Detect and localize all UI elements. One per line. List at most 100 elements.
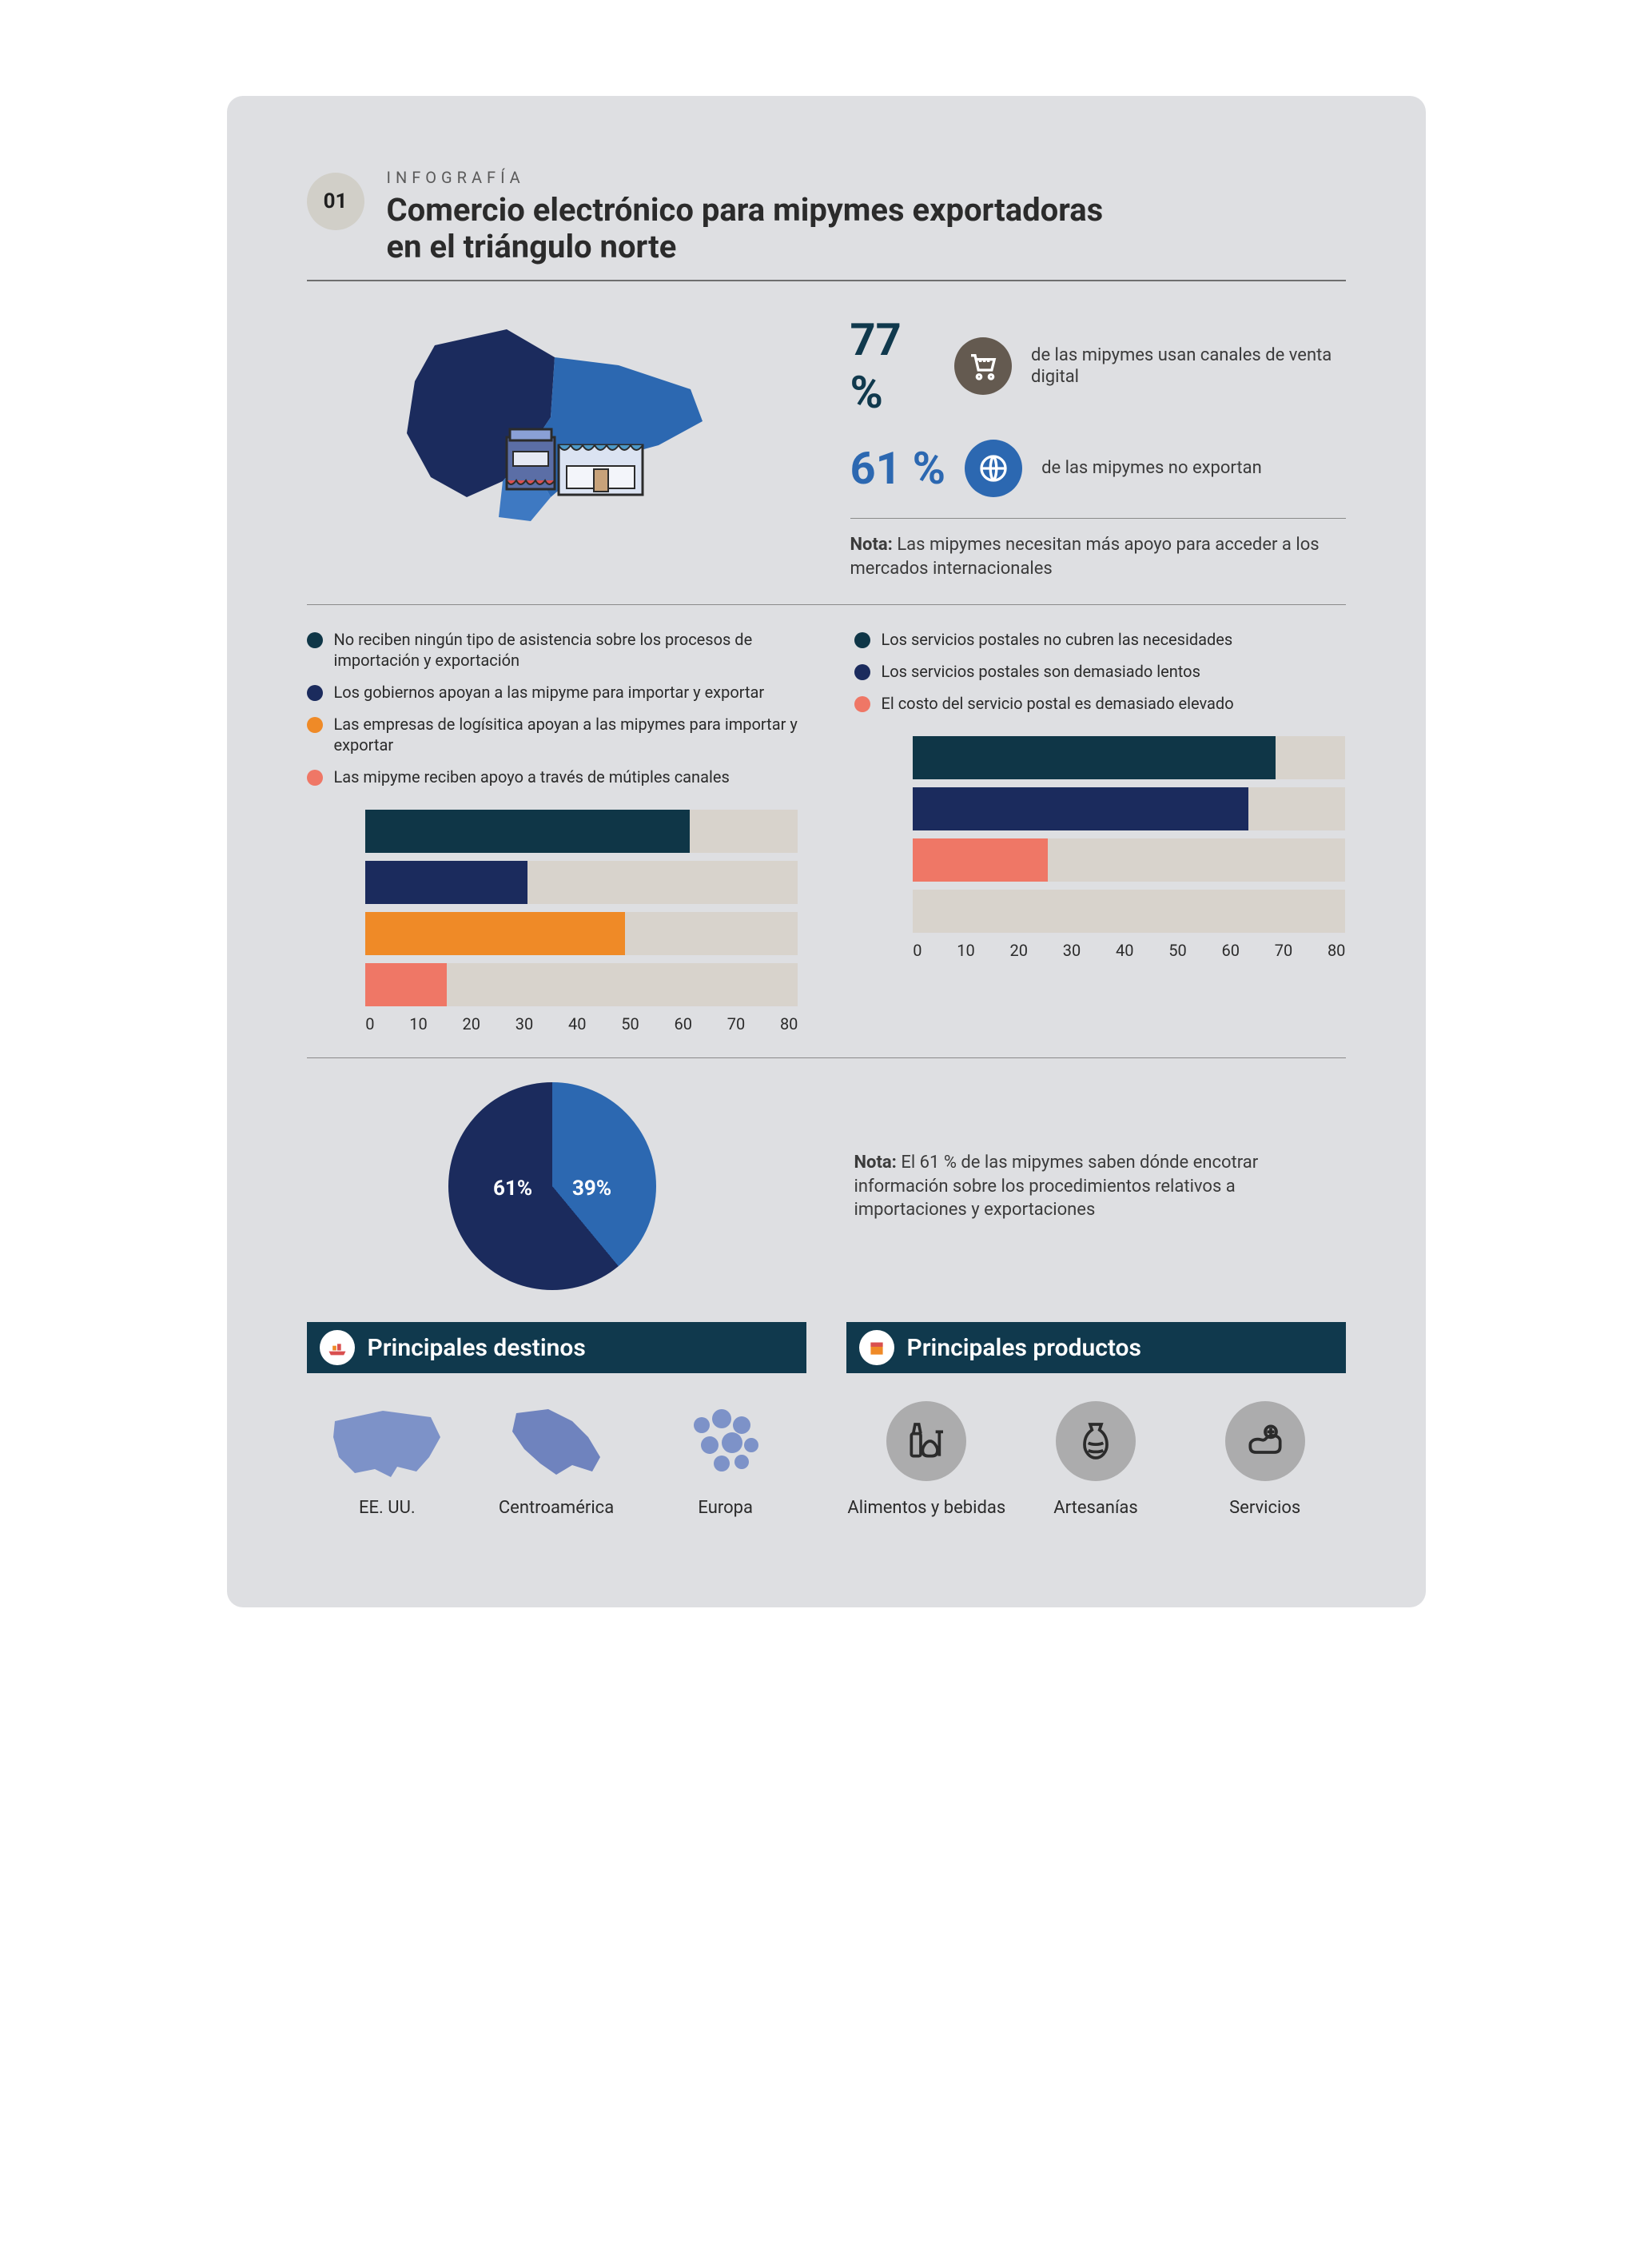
globe-icon xyxy=(965,440,1022,497)
axis-tick: 80 xyxy=(1328,941,1345,960)
bar-row xyxy=(365,963,798,1006)
header-text: INFOGRAFÍA Comercio electrónico para mip… xyxy=(387,168,1104,265)
crafts-icon xyxy=(1015,1397,1176,1485)
axis-tick: 50 xyxy=(621,1014,639,1033)
food-drink-icon xyxy=(846,1397,1008,1485)
x-axis: 01020304050607080 xyxy=(913,941,1345,960)
pie-column: 61% 39% xyxy=(307,1082,798,1290)
pie-label: 39% xyxy=(572,1177,611,1201)
section-banner: Principales productos xyxy=(846,1322,1346,1373)
stat-row: 77 % de las mipymes usan canales de vent… xyxy=(850,313,1346,419)
destinations-section: Principales destinos EE. UU. Centroaméri… xyxy=(307,1322,806,1519)
axis-tick: 30 xyxy=(516,1014,533,1033)
pie-chart: 61% 39% xyxy=(448,1082,656,1290)
stat-percent: 77 % xyxy=(850,313,936,419)
stat-percent: 61 % xyxy=(850,442,946,495)
axis-tick: 70 xyxy=(1275,941,1292,960)
item-label: Servicios xyxy=(1184,1498,1346,1519)
top-row: 77 % de las mipymes usan canales de vent… xyxy=(307,313,1346,580)
stat-row: 61 % de las mipymes no exportan xyxy=(850,440,1346,497)
europe-map-icon xyxy=(645,1397,806,1485)
bar-row xyxy=(365,912,798,955)
bar-row xyxy=(365,810,798,853)
axis-tick: 30 xyxy=(1063,941,1081,960)
legend-item: El costo del servicio postal es demasiad… xyxy=(854,693,1346,714)
pie-note: Nota: El 61 % de las mipymes saben dónde… xyxy=(854,1151,1346,1222)
bar-fill xyxy=(913,736,1275,779)
page-title: Comercio electrónico para mipymes export… xyxy=(387,192,1104,265)
page-number-badge: 01 xyxy=(307,173,364,230)
title-line-2: en el triángulo norte xyxy=(387,228,677,265)
note-bold: Nota: xyxy=(850,535,893,555)
legend-text: Las empresas de logísitica apoyan a las … xyxy=(334,714,798,755)
axis-tick: 40 xyxy=(568,1014,586,1033)
axis-tick: 60 xyxy=(674,1014,691,1033)
divider xyxy=(307,1057,1346,1058)
axis-tick: 40 xyxy=(1116,941,1133,960)
legend-text: Las mipyme reciben apoyo a través de mút… xyxy=(334,767,730,787)
bar-row xyxy=(913,736,1345,779)
axis-tick: 0 xyxy=(913,941,922,960)
destination-item: EE. UU. xyxy=(307,1397,468,1519)
right-column: Los servicios postales no cubren las nec… xyxy=(854,629,1346,1033)
x-axis: 0 10 20 30 40 50 60 70 80 xyxy=(365,1014,798,1033)
section-banner: Principales destinos xyxy=(307,1322,806,1373)
banner-title: Principales productos xyxy=(907,1334,1141,1362)
note-text: Las mipymes necesitan más apoyo para acc… xyxy=(850,535,1320,579)
legend-dot xyxy=(307,632,323,648)
destination-items: EE. UU. Centroamérica xyxy=(307,1397,806,1519)
item-label: Artesanías xyxy=(1015,1498,1176,1519)
usa-map-icon xyxy=(307,1397,468,1485)
header: 01 INFOGRAFÍA Comercio electrónico para … xyxy=(307,168,1346,265)
bar-fill xyxy=(365,912,625,955)
legend-dot xyxy=(307,770,323,786)
note-text: El 61 % de las mipymes saben dónde encot… xyxy=(854,1153,1259,1220)
legend-item: Las mipyme reciben apoyo a través de mút… xyxy=(307,767,798,787)
stats-column: 77 % de las mipymes usan canales de vent… xyxy=(850,313,1346,580)
legend-dot xyxy=(854,696,870,712)
infographic-page: 01 INFOGRAFÍA Comercio electrónico para … xyxy=(227,96,1426,1607)
destination-item: Centroamérica xyxy=(476,1397,637,1519)
axis-tick: 20 xyxy=(463,1014,480,1033)
legend-text: El costo del servicio postal es demasiad… xyxy=(882,693,1234,714)
bar-row xyxy=(913,890,1345,933)
legend-item: Los gobiernos apoyan a las mipyme para i… xyxy=(307,682,798,703)
legend-text: Los gobiernos apoyan a las mipyme para i… xyxy=(334,682,765,703)
bar-row xyxy=(365,861,798,904)
legend-right: Los servicios postales no cubren las nec… xyxy=(854,629,1346,714)
axis-tick: 80 xyxy=(780,1014,798,1033)
legend-left: No reciben ningún tipo de asistencia sob… xyxy=(307,629,798,787)
bar-fill xyxy=(913,787,1248,830)
box-icon xyxy=(859,1330,894,1365)
kicker: INFOGRAFÍA xyxy=(387,168,1104,187)
item-label: Europa xyxy=(645,1498,806,1519)
product-items: Alimentos y bebidas Artesanías xyxy=(846,1397,1346,1519)
axis-tick: 70 xyxy=(727,1014,745,1033)
top-note: Nota: Las mipymes necesitan más apoyo pa… xyxy=(850,533,1346,580)
pie-note-column: Nota: El 61 % de las mipymes saben dónde… xyxy=(854,1151,1346,1222)
legend-item: Los servicios postales no cubren las nec… xyxy=(854,629,1346,650)
stat-desc: de las mipymes no exportan xyxy=(1041,457,1262,480)
axis-tick: 60 xyxy=(1221,941,1239,960)
stat-desc: de las mipymes usan canales de venta dig… xyxy=(1031,344,1345,388)
bar-chart-left: 0 10 20 30 40 50 60 70 80 xyxy=(365,810,798,1033)
ship-icon xyxy=(320,1330,355,1365)
bar-fill xyxy=(365,963,446,1006)
legend-text: Los servicios postales son demasiado len… xyxy=(882,661,1200,682)
legend-dot xyxy=(307,685,323,701)
divider xyxy=(850,518,1346,519)
centralamerica-map-icon xyxy=(476,1397,637,1485)
services-icon xyxy=(1184,1397,1346,1485)
bar-fill xyxy=(365,810,690,853)
legend-text: No reciben ningún tipo de asistencia sob… xyxy=(334,629,798,671)
pie-label: 61% xyxy=(493,1177,532,1201)
axis-tick: 20 xyxy=(1010,941,1028,960)
axis-tick: 0 xyxy=(365,1014,374,1033)
bar-chart-right: 01020304050607080 xyxy=(913,736,1345,960)
legend-item: No reciben ningún tipo de asistencia sob… xyxy=(307,629,798,671)
bar-fill xyxy=(913,838,1048,882)
destination-item: Europa xyxy=(645,1397,806,1519)
axis-tick: 10 xyxy=(409,1014,427,1033)
legend-bars-row: No reciben ningún tipo de asistencia sob… xyxy=(307,629,1346,1033)
axis-tick: 10 xyxy=(957,941,974,960)
